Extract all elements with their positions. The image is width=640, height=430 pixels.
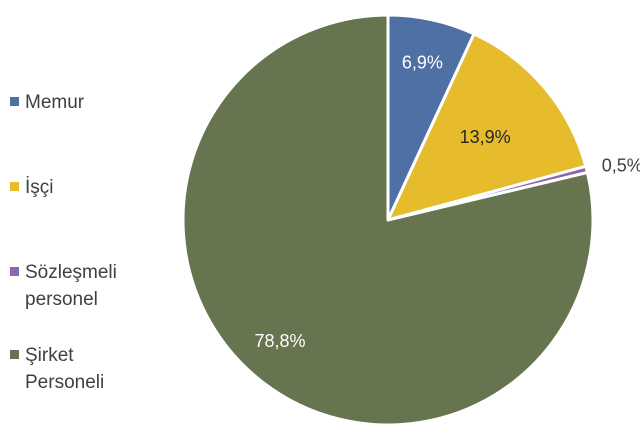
pie-slice-sirket [181,13,595,427]
legend-item-isci: İşçi [10,174,175,201]
pie-slices [181,13,595,427]
legend-label-sirket: Şirket Personeli [25,345,105,393]
pie-data-labels: 6,9% 13,9% 0,5% 78,8% [254,53,640,351]
data-label-memur: 6,9% [402,53,443,73]
data-label-isci: 13,9% [460,127,511,147]
legend: Memur İşçi Sözleşmeli personel Şirket Pe… [10,0,180,430]
legend-swatch-isci [10,182,19,191]
data-label-sozlesmeli: 0,5% [602,156,640,176]
legend-swatch-sozlesmeli [10,267,19,276]
data-label-sirket: 78,8% [254,331,305,351]
legend-swatch-memur [10,97,19,106]
legend-label-sozlesmeli: Sözleşmeli personel [25,262,117,310]
pie-slice-isci [386,32,588,222]
legend-item-sozlesmeli: Sözleşmeli personel [10,259,175,313]
legend-item-sirket: Şirket Personeli [10,342,175,396]
legend-swatch-sirket [10,350,19,359]
legend-label-memur: Memur [25,92,85,113]
legend-item-memur: Memur [10,89,175,116]
legend-label-isci: İşçi [25,177,54,198]
